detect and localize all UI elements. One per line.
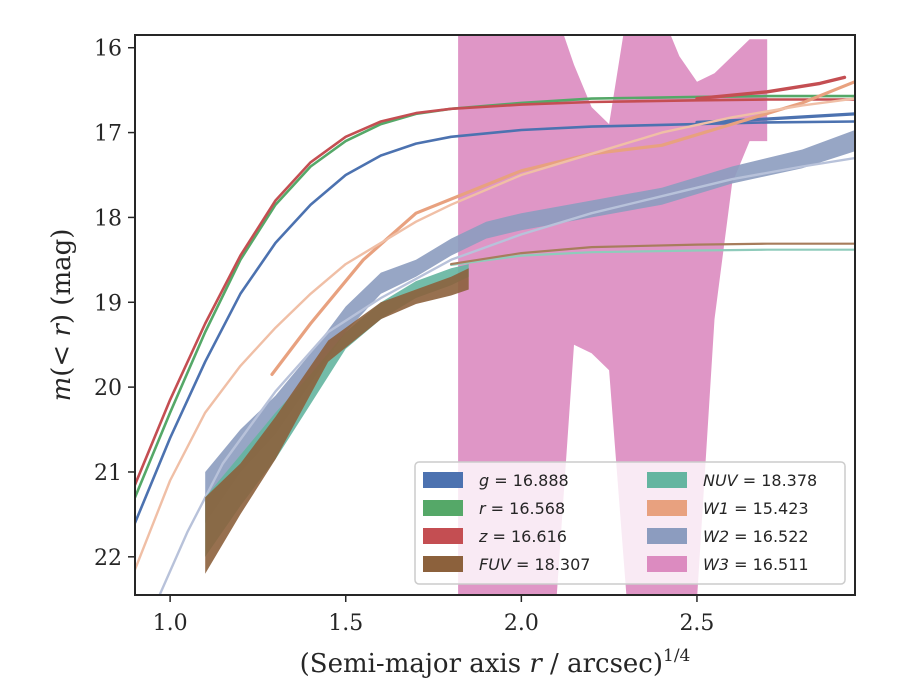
y-tick-label: 18 [94, 206, 122, 231]
y-tick-label: 16 [94, 37, 122, 62]
x-tick-label: 1.0 [153, 611, 188, 636]
legend-frame [414, 461, 846, 585]
legend-swatch [647, 556, 687, 572]
series-line-z-tail [695, 75, 847, 101]
legend-swatch [423, 500, 463, 516]
y-axis-label-close: ) [47, 314, 77, 324]
series-line-w1-model [135, 97, 855, 571]
legend-entry-label: W3 = 16.511 [703, 555, 809, 574]
legend-swatch [647, 500, 687, 516]
series-line-g [135, 120, 855, 525]
y-axis-label-open: ( [47, 367, 77, 377]
tick-layer: 1.0 1.5 2.0 2.5 16 17 18 19 20 21 22 [94, 37, 714, 636]
x-axis-label: (Semi-major axis r / arcsec)1/4 [300, 646, 691, 679]
legend: g = 16.888 r = 16.568 z = 16.616 FUV = 18.3… [414, 461, 846, 585]
y-axis-label: m(< r) (mag) [47, 229, 77, 402]
legend-swatch [423, 528, 463, 544]
plot-frame [134, 34, 856, 596]
legend-swatch [647, 528, 687, 544]
series-line-nuv-model [450, 248, 855, 266]
y-axis-label-lt: < [47, 337, 77, 367]
y-axis-label-r: r [47, 323, 77, 337]
y-axis-label-unit: (mag) [47, 229, 77, 314]
x-tick-label: 1.5 [328, 611, 363, 636]
series-line-fuv-model [450, 242, 855, 266]
y-tick-label: 17 [94, 122, 122, 147]
data-layer [135, 35, 855, 595]
legend-entry-label: W1 = 15.423 [703, 499, 809, 518]
y-tick-label: 21 [94, 461, 122, 486]
x-axis-label-main: (Semi-major axis [300, 649, 530, 679]
legend-entry-label: r = 16.568 [479, 499, 565, 518]
series-band-w3 [458, 35, 768, 595]
series-line-z [135, 98, 855, 487]
legend-entry-label: W2 = 16.522 [703, 527, 809, 546]
legend-swatch [647, 472, 687, 488]
y-tick-label: 22 [94, 546, 122, 571]
x-tick-label: 2.5 [679, 611, 714, 636]
legend-entry-label: NUV = 18.378 [703, 471, 817, 490]
y-axis-label-m: m [47, 377, 77, 402]
x-tick-label: 2.0 [504, 611, 539, 636]
series-line-w2-model [158, 156, 855, 595]
x-axis-label-var: r [529, 649, 543, 679]
series-line-g-tail [695, 112, 855, 125]
legend-entry-label: z = 16.616 [478, 527, 567, 546]
y-tick-label: 19 [94, 291, 122, 316]
legend-swatch [423, 556, 463, 572]
legend-entry-label: FUV = 18.307 [479, 555, 590, 574]
x-axis-label-rest: / arcsec) [542, 649, 663, 679]
series-line-w1 [270, 80, 855, 376]
legend-entry-label: g = 16.888 [479, 471, 569, 490]
series-line-r [135, 94, 855, 499]
legend-swatch [423, 472, 463, 488]
y-tick-label: 20 [94, 376, 122, 401]
x-axis-label-sup: 1/4 [663, 646, 690, 666]
